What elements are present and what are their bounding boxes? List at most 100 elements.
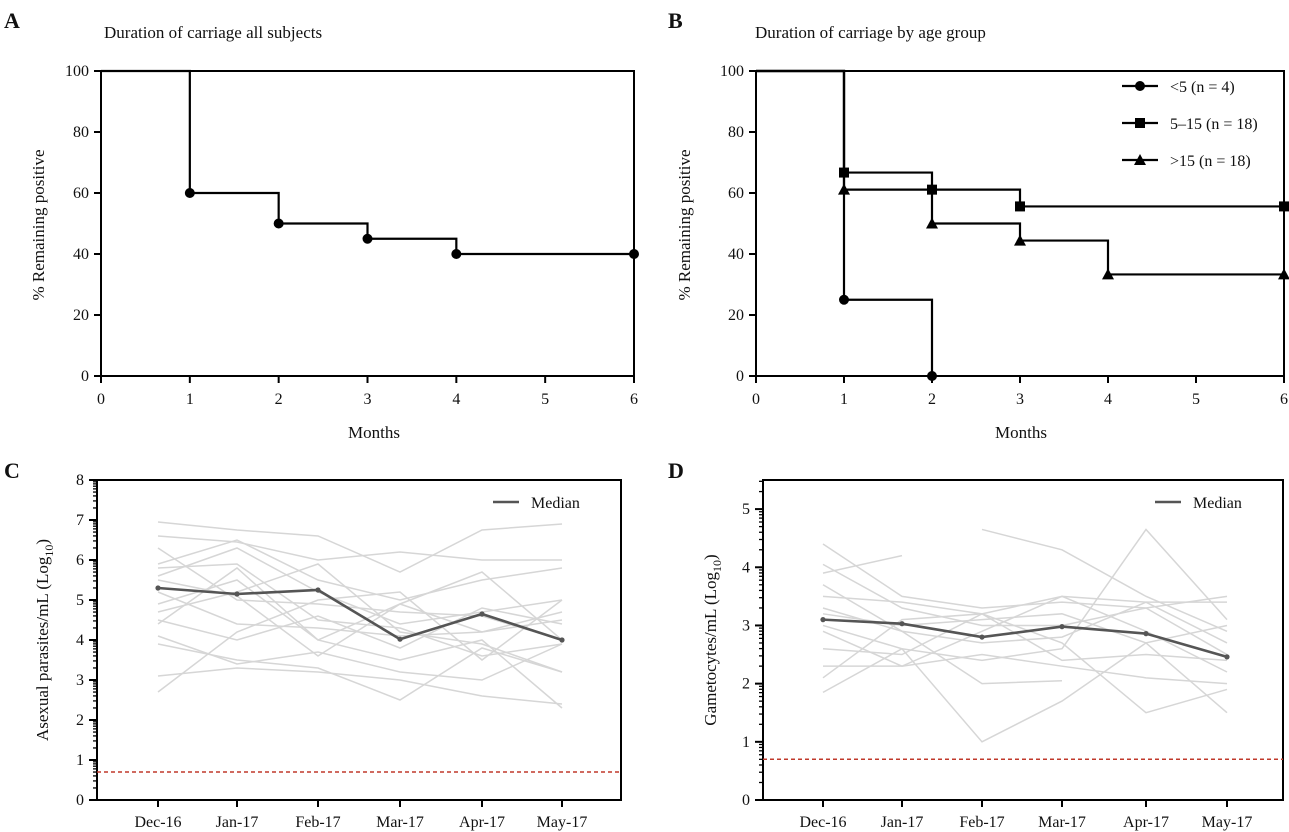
panel-c-subject-line-14 — [157, 667, 563, 705]
panel-b-y-tick-label: 100 — [720, 63, 744, 80]
panel-b-data-point — [926, 217, 938, 229]
panel-b-y-tick-label: 20 — [728, 307, 744, 324]
panel-a-data-point — [629, 249, 639, 259]
panel-d-y-tick-label: 1 — [742, 734, 750, 751]
panel-a-plot-area: 0 20 40 60 80 100 0 1 2 3 4 5 6 — [65, 63, 639, 408]
panel-a-y-axis-title: % Remaining positive — [29, 149, 48, 300]
panel-c-x-tick-label: Jan-17 — [216, 814, 259, 831]
panel-b-data-point — [1102, 268, 1114, 280]
panel-d-median-line — [822, 618, 1228, 659]
panel-b-x-tick-label: 2 — [928, 391, 936, 408]
panel-d-median-point — [899, 621, 905, 627]
panel-d-x-tick-label: Dec-16 — [799, 814, 846, 831]
panel-a-x-tick-label: 2 — [275, 391, 283, 408]
panel-c-y-tick-label: 0 — [76, 792, 84, 809]
panel-d-y-axis-title-subscript: 10 — [710, 560, 724, 572]
panel-c-subject-line-1 — [157, 521, 563, 573]
panel-d-median-point — [820, 617, 826, 623]
panel-d-subject-line-10 — [822, 612, 1228, 662]
panel-a-data-point — [273, 218, 284, 229]
panel-c-subject-line-3 — [157, 547, 563, 641]
panel-d-line-chart: D Gametocytes/mL (Log10) 0 1 2 3 4 5 Dec-16 Jan… — [668, 458, 1284, 831]
panel-b-y-tick-label: 0 — [736, 368, 744, 385]
panel-c-subject-line-5 — [157, 563, 563, 657]
panel-b-legend-label: >15 (n = 18) — [1170, 153, 1251, 170]
panel-d-x-tick-label: Apr-17 — [1123, 814, 1169, 831]
panel-c-subject-line-10 — [157, 607, 563, 649]
panel-b-legend-marker — [1135, 118, 1145, 128]
panel-b-data-point — [927, 371, 937, 381]
panel-b-data-point — [1015, 201, 1025, 212]
panel-b-data-point — [838, 183, 850, 195]
panel-a-y-tick-label: 100 — [65, 63, 89, 80]
panel-c-x-tick-label: Mar-17 — [376, 814, 424, 831]
panel-a-x-tick-label: 0 — [97, 391, 105, 408]
panel-b-letter: B — [668, 8, 683, 33]
panel-b-data-point — [1278, 268, 1289, 280]
panel-c-median-point — [397, 636, 403, 642]
panel-b-legend-marker — [1135, 81, 1145, 91]
panel-b-legend-label: 5–15 (n = 18) — [1170, 116, 1258, 133]
panel-a-x-tick-label: 4 — [452, 391, 460, 408]
panel-a-x-tick-label: 1 — [186, 391, 194, 408]
panel-a-data-point — [184, 188, 195, 198]
panel-b-survival-chart: B Duration of carriage by age group Mont… — [668, 8, 1289, 442]
panel-a-x-axis-title: Months — [348, 423, 400, 442]
panel-a-y-tick-label: 80 — [73, 124, 89, 141]
panel-b-y-tick-label: 60 — [728, 185, 744, 202]
panel-a-y-tick-label: 0 — [81, 368, 89, 385]
panel-d-x-tick-label: Jan-17 — [881, 814, 924, 831]
panel-d-subject-line-9 — [822, 630, 1228, 685]
panel-a-survival-chart: A Duration of carriage all subjects Mont… — [4, 8, 639, 442]
panel-c-median-point — [155, 585, 161, 591]
panel-d-x-tick-label: May-17 — [1202, 814, 1253, 831]
panel-d-median-point — [1143, 631, 1149, 637]
panel-c-y-axis-title-main: Asexual parasites/mL (Log — [33, 556, 52, 741]
panel-a-data-point — [362, 233, 373, 244]
panel-c-y-tick-label: 7 — [76, 512, 84, 529]
panel-d-subject-line-13 — [822, 528, 1228, 694]
panel-c-frame — [96, 479, 622, 801]
panel-b-legend-label: <5 (n = 4) — [1170, 79, 1235, 96]
panel-c-median-point — [479, 611, 485, 617]
panel-d-x-tick-label: Feb-17 — [959, 814, 1004, 831]
panel-a-data-point — [451, 249, 462, 259]
panel-c-y-tick-label: 1 — [76, 752, 84, 769]
panel-c-y-axis-title-close: ) — [33, 539, 52, 545]
panel-d-y-tick-label: 3 — [742, 617, 750, 634]
panel-a-y-tick-label: 40 — [73, 246, 89, 263]
panel-d-frame — [762, 479, 1284, 801]
panel-b-plot-area: 0 20 40 60 80 100 0 1 2 3 4 5 6 <5 (n = 4) 5–15 (n = 1… — [720, 63, 1289, 408]
panel-c-x-tick-label: Apr-17 — [459, 814, 505, 831]
panel-b-x-tick-label: 6 — [1280, 391, 1288, 408]
panel-c-line-chart: C Asexual parasites/mL (Log10) 0 1 2 3 4 5 6 7 8… — [4, 458, 622, 831]
panel-c-y-tick-label: 8 — [76, 472, 84, 489]
panel-c-x-tick-label: Dec-16 — [134, 814, 181, 831]
panel-c-median-point — [315, 587, 321, 593]
panel-c-median-line — [157, 586, 563, 642]
panel-b-y-tick-label: 40 — [728, 246, 744, 263]
panel-c-subject-line-8 — [157, 571, 563, 641]
panel-d-subject-line-14 — [981, 528, 1228, 632]
panel-b-data-point — [839, 294, 849, 305]
panel-a-series-line-1 — [101, 69, 634, 256]
panel-c-y-tick-label: 6 — [76, 552, 84, 569]
panel-c-median-point — [234, 591, 240, 597]
panel-c-x-tick-label: May-17 — [537, 814, 588, 831]
panel-a-x-tick-label: 3 — [364, 391, 372, 408]
panel-a-title: Duration of carriage all subjects — [104, 23, 322, 42]
panel-c-subject-line-13 — [157, 643, 563, 701]
panel-c-y-tick-label: 5 — [76, 592, 84, 609]
panel-d-y-tick-label: 2 — [742, 676, 750, 693]
panel-d-x-tick-label: Mar-17 — [1038, 814, 1086, 831]
panel-d-y-axis-title: Gametocytes/mL (Log10) — [701, 554, 724, 725]
panel-d-y-axis-title-main: Gametocytes/mL (Log — [701, 571, 720, 725]
panel-b-x-axis-title: Months — [995, 423, 1047, 442]
panel-c-median-point — [559, 637, 565, 643]
panel-d-plot-area: 0 1 2 3 4 5 Dec-16 Jan-17 Feb-17 Mar-17 Apr-17 May-… — [742, 479, 1284, 831]
panel-d-subject-line-8 — [822, 624, 1228, 743]
panel-b-x-tick-label: 0 — [752, 391, 760, 408]
panel-b-y-axis-title: % Remaining positive — [675, 149, 694, 300]
panel-c-y-axis-title: Asexual parasites/mL (Log10) — [33, 539, 56, 741]
